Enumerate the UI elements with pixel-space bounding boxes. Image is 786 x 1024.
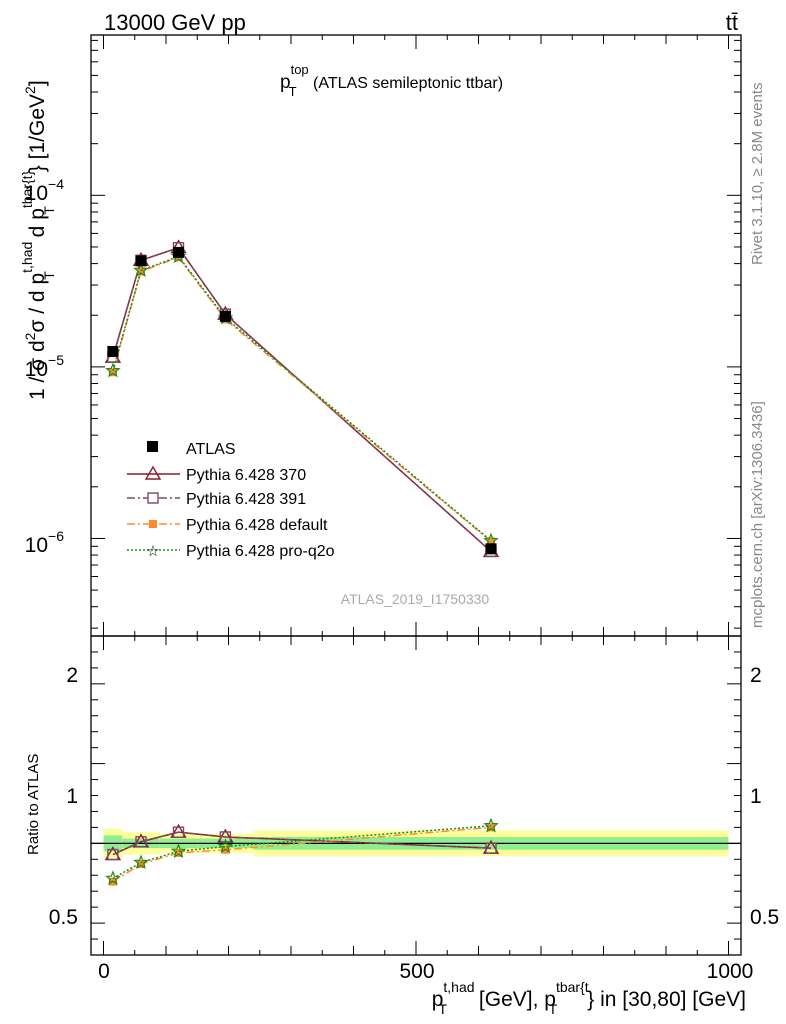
ratio-tick-label-0.5: 0.5 xyxy=(49,906,78,929)
mcplots-label: mcplots.cern.ch [arXiv:1306.3436] xyxy=(749,401,766,628)
ratio-point-pythia-6-428-pro-q2o xyxy=(217,838,234,854)
ratio-point-pythia-6-428-391 xyxy=(107,848,119,861)
main-point-atlas xyxy=(135,255,147,267)
ratio-tick-label-2-right: 2 xyxy=(750,664,762,687)
ratio-point-pythia-6-428-pro-q2o xyxy=(105,870,121,886)
y-tick-label-1e-4: 10−4 xyxy=(25,176,65,205)
main-point-pythia-6-428-pro-q2o xyxy=(105,362,121,378)
legend-marker-391 xyxy=(147,492,159,504)
process-label: tt̄ xyxy=(726,10,738,35)
main-point-atlas xyxy=(173,246,184,258)
legend: ATLAS Pythia 6.428 370 Pythia 6.428 391 … xyxy=(127,441,335,560)
ratio-tick-label-1: 1 xyxy=(66,785,78,808)
legend-marker-default xyxy=(149,520,157,528)
x-tick-label-0: 0 xyxy=(98,960,110,983)
ratio-tick-label-2: 2 xyxy=(66,664,78,687)
main-point-pythia-6-428-default xyxy=(108,368,117,377)
ratio-line-pythia-6-428-default xyxy=(112,826,492,883)
ratio-point-pythia-6-428-pro-q2o xyxy=(133,854,149,870)
main-plot-series xyxy=(104,239,500,558)
ratio-line-pythia-6-428-pro-q2o xyxy=(112,825,492,880)
ratio-point-pythia-6-428-default xyxy=(487,823,495,832)
rivet-version-label: Rivet 3.1.10, ≥ 2.8M events xyxy=(749,83,766,266)
ratio-point-pythia-6-428-391 xyxy=(219,831,232,843)
ratio-point-pythia-6-428-default xyxy=(137,860,145,869)
legend-label-default: Pythia 6.428 default xyxy=(186,517,328,534)
x-tick-label-500: 500 xyxy=(399,960,434,983)
main-point-atlas xyxy=(107,345,119,357)
main-point-pythia-6-428-default xyxy=(137,267,145,276)
y-axis-label-ratio: Ratio to ATLAS xyxy=(25,754,42,855)
main-point-atlas xyxy=(219,310,231,322)
main-point-atlas xyxy=(485,543,497,555)
ratio-point-pythia-6-428-pro-q2o xyxy=(483,817,499,833)
x-axis-label: pt,had T [GeV], ptbar{t T} in [30,80] [GeV… xyxy=(432,979,746,1017)
ratio-line-pythia-6-428-391 xyxy=(112,831,492,856)
y-tick-label-1e-5: 10−5 xyxy=(25,352,65,381)
ratio-plot-series xyxy=(104,817,500,886)
legend-marker-370 xyxy=(144,465,162,480)
plot-title: ptop T (ATLAS semileptonic ttbar) xyxy=(280,62,503,99)
main-point-pythia-6-428-pro-q2o xyxy=(133,262,149,278)
legend-label-atlas: ATLAS xyxy=(186,441,236,458)
y-axis-label-main: 1 / σ d2σ / d pt,hadT d ptbar{t}T} [1/Ge… xyxy=(19,80,57,400)
axes-frame xyxy=(90,34,742,956)
ratio-point-pythia-6-428-391 xyxy=(135,836,147,848)
legend-marker-proq2o: ☆ xyxy=(146,543,159,560)
ratio-plot-frame xyxy=(90,635,742,956)
x-tick-label-1000: 1000 xyxy=(707,960,754,983)
legend-label-proq2o: Pythia 6.428 pro-q2o xyxy=(186,543,335,560)
ratio-point-pythia-6-428-pro-q2o xyxy=(170,843,187,858)
legend-label-391: Pythia 6.428 391 xyxy=(186,491,306,508)
legend-marker-atlas xyxy=(147,441,158,452)
y-tick-label-1e-6: 10−6 xyxy=(25,528,65,557)
ratio-tick-label-1-right: 1 xyxy=(750,785,762,808)
ratio-point-pythia-6-428-391 xyxy=(485,842,497,854)
legend-label-370: Pythia 6.428 370 xyxy=(186,467,306,484)
ratio-point-pythia-6-428-391 xyxy=(172,826,185,838)
analysis-watermark: ATLAS_2019_I1750330 xyxy=(341,591,490,607)
ratio-point-pythia-6-428-default xyxy=(174,848,183,857)
main-point-pythia-6-428-default xyxy=(487,537,495,546)
ratio-tick-label-0.5-right: 0.5 xyxy=(750,906,779,929)
energy-label: 13000 GeV pp xyxy=(104,10,246,35)
